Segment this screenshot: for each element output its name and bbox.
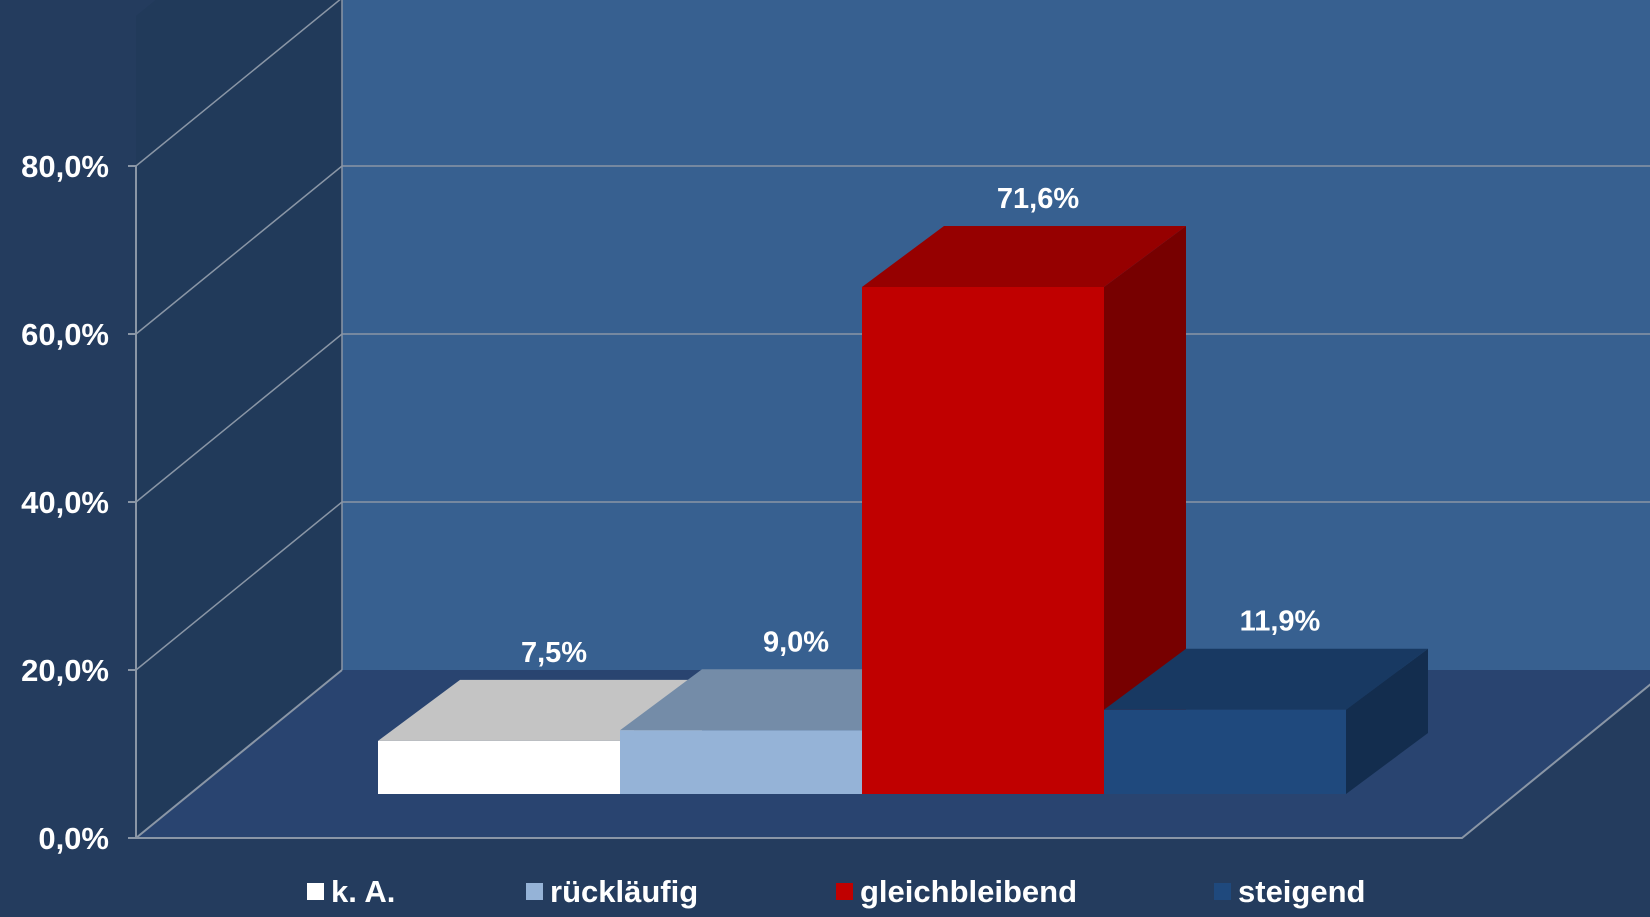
data-label: 7,5% [521, 637, 587, 669]
floor-edge [133, 669, 1650, 839]
y-tick-label: 80,0% [21, 149, 109, 184]
gridline [135, 0, 341, 167]
gridline [135, 165, 1650, 335]
data-labels: 7,5% 9,0% 71,6% 11,9% [521, 183, 1321, 669]
bars [378, 225, 1428, 794]
legend-item: k. A. [307, 874, 395, 909]
bar-front [620, 730, 862, 794]
legend-swatch [836, 883, 853, 900]
y-tick-label: 40,0% [21, 485, 109, 520]
legend-label: k. A. [331, 874, 395, 909]
legend-item: gleichbleibend [836, 874, 1077, 909]
legend-swatch [307, 883, 324, 900]
bar-top [1104, 648, 1428, 710]
bar-4 [1104, 648, 1428, 794]
legend-item: rückläufig [526, 874, 698, 909]
y-tick-label: 0,0% [38, 821, 109, 856]
bar-top [862, 225, 1186, 287]
legend-label: gleichbleibend [860, 874, 1077, 909]
bar-3 [862, 225, 1186, 794]
y-tick-label: 60,0% [21, 317, 109, 352]
legend: k. A. rückläufig gleichbleibend steigend [307, 874, 1365, 909]
legend-label: steigend [1238, 874, 1365, 909]
bar-top [378, 679, 702, 741]
bar-front [378, 740, 620, 794]
y-axis-ticks: 0,0% 20,0% 40,0% 60,0% 80,0% [21, 149, 136, 856]
legend-swatch [526, 883, 543, 900]
bar-front [862, 286, 1104, 794]
legend-swatch [1214, 883, 1231, 900]
legend-item: steigend [1214, 874, 1365, 909]
data-label: 71,6% [997, 183, 1079, 215]
gridline [135, 501, 1650, 671]
bar-front [1104, 709, 1346, 794]
bar-side [1104, 225, 1186, 794]
gridline [135, 333, 1650, 503]
gridlines [135, 0, 1650, 671]
legend-label: rückläufig [550, 874, 698, 909]
bar-side [1346, 648, 1428, 794]
data-label: 9,0% [763, 626, 829, 658]
y-tick-label: 20,0% [21, 653, 109, 688]
data-label: 11,9% [1240, 606, 1321, 638]
